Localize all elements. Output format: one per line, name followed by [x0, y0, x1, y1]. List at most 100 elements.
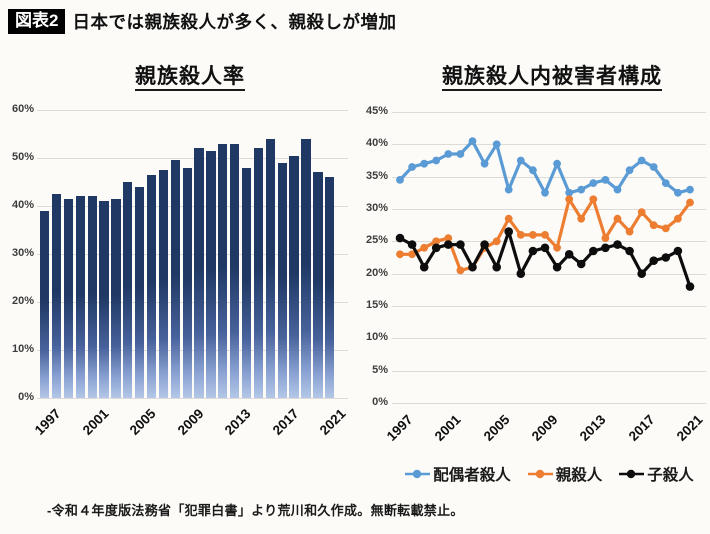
data-point [492, 140, 501, 149]
data-point [589, 179, 598, 188]
data-point [577, 185, 586, 194]
line-chart-ytick: 10% [365, 331, 388, 344]
bar-chart-gridline [37, 398, 348, 399]
data-point [541, 231, 549, 239]
data-point [589, 246, 598, 256]
legend-label: 子殺人 [647, 467, 694, 484]
legend-item-親殺人: 親殺人 [527, 463, 603, 485]
data-point [649, 256, 658, 266]
data-point [625, 166, 634, 175]
line-chart-ytick: 20% [365, 266, 388, 279]
data-point [686, 185, 694, 194]
source-note: -令和４年度版法務省「犯罪白書」より荒川和久作成。無断転載禁止。 [47, 503, 464, 518]
data-point [529, 231, 537, 239]
data-point [504, 214, 513, 223]
data-point [674, 188, 682, 197]
bar-2006 [146, 174, 157, 398]
line-chart-ytick: 15% [365, 299, 388, 311]
data-point [528, 246, 538, 256]
line-chart-ytick: 35% [365, 169, 388, 182]
line-chart-ytick: 5% [372, 363, 388, 376]
legend-label: 親殺人 [555, 467, 603, 484]
data-point [407, 240, 417, 249]
line-chart-gridline [392, 112, 706, 113]
bar-2016 [265, 138, 276, 398]
bar-chart-ytick: 40% [11, 199, 34, 211]
data-point [408, 250, 416, 259]
bar-chart-gridline [37, 158, 348, 159]
bar-2015 [253, 148, 264, 398]
bar-2000 [75, 196, 85, 398]
line-chart-gridline [392, 144, 706, 146]
data-point [432, 237, 441, 246]
data-point [576, 259, 586, 269]
data-point [674, 214, 682, 223]
bar-1998 [51, 194, 62, 398]
line-chart-gridline [392, 338, 706, 340]
data-point [468, 137, 477, 146]
data-point [637, 156, 646, 165]
data-point [552, 262, 562, 272]
data-point [492, 237, 501, 246]
data-point [649, 221, 658, 230]
legend-marker-icon [405, 469, 431, 479]
bar-chart-ytick: 20% [11, 295, 34, 307]
bar-2003 [111, 198, 121, 398]
line-chart-gridline [392, 306, 706, 307]
line-chart-gridline [392, 273, 706, 275]
data-point [553, 243, 561, 252]
line-chart-title: 親族殺人内被害者構成 [398, 60, 706, 91]
data-point [601, 243, 610, 253]
data-point [625, 246, 634, 256]
data-point [661, 224, 670, 233]
data-point [431, 243, 441, 253]
data-point [565, 195, 574, 204]
data-point [504, 227, 513, 236]
data-point [492, 262, 502, 272]
bar-chart-ytick: 50% [11, 151, 34, 163]
data-point [456, 240, 465, 249]
data-point [480, 240, 489, 249]
data-point [685, 282, 695, 291]
bar-2009 [182, 167, 192, 398]
bar-2007 [158, 170, 169, 398]
series-line-配偶者殺人 [398, 139, 692, 195]
line-chart-ytick: 0% [372, 396, 388, 408]
data-point [456, 266, 465, 275]
legend-label: 配偶者殺人 [433, 467, 511, 484]
bar-chart-ytick: 30% [11, 247, 34, 259]
data-point [444, 150, 453, 158]
legend-item-配偶者殺人: 配偶者殺人 [404, 463, 511, 485]
bar-2021 [325, 177, 335, 398]
data-point [444, 240, 453, 249]
data-point [661, 253, 671, 262]
line-chart-ytick: 40% [365, 137, 388, 150]
data-point [637, 269, 646, 279]
data-point [396, 176, 404, 184]
line-chart-ytick: 45% [365, 105, 388, 117]
bar-2012 [218, 143, 228, 398]
bar-2014 [241, 167, 252, 398]
bar-2020 [313, 172, 323, 398]
bar-2017 [277, 162, 287, 398]
data-point [396, 250, 404, 259]
bar-2013 [230, 143, 240, 398]
line-chart-gridline [392, 403, 706, 404]
data-point [444, 234, 453, 243]
line-chart-gridline [392, 241, 706, 243]
header: 図表2 日本では親族殺人が多く、親殺しが増加 [8, 9, 396, 34]
data-point [419, 262, 429, 272]
data-point [601, 176, 610, 184]
legend-marker-icon [527, 469, 553, 479]
data-point [529, 166, 537, 175]
bar-chart-ytick: 10% [11, 343, 34, 355]
legend: 配偶者殺人 親殺人 子殺人 [393, 463, 705, 485]
data-point [673, 246, 683, 256]
data-point [553, 159, 561, 168]
data-point [480, 159, 489, 168]
line-chart-ytick: 25% [365, 234, 388, 247]
bar-chart-gridline [37, 350, 348, 351]
data-point [395, 233, 405, 243]
